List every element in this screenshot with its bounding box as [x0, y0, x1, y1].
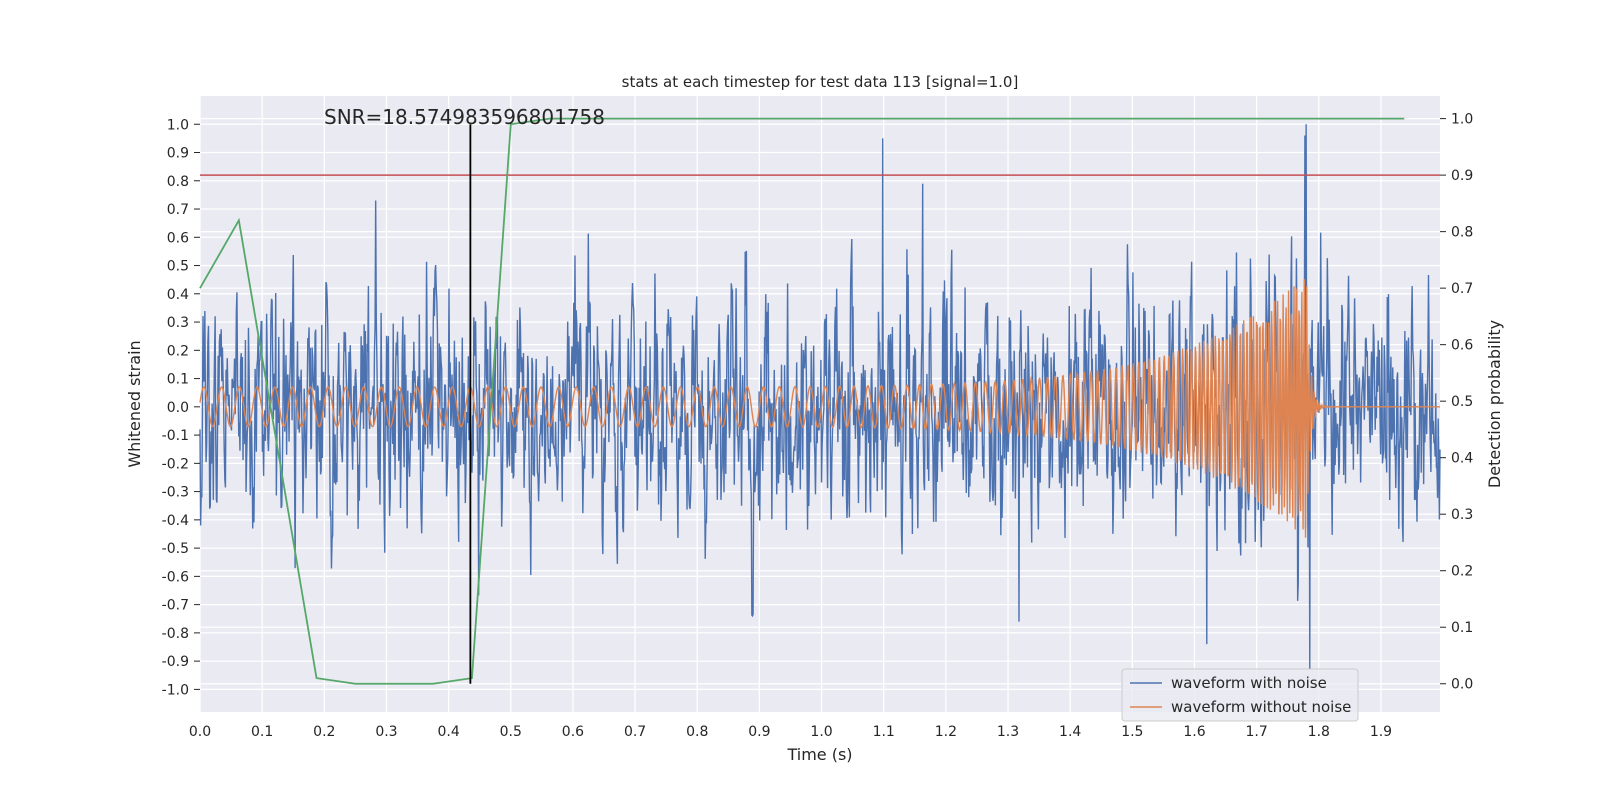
series-layer: [199, 124, 1441, 670]
x-tick-label: 0.3: [375, 724, 397, 740]
x-axis-label: Time (s): [786, 745, 852, 764]
x-tick-label: 1.4: [1059, 724, 1081, 740]
y2-tick-label: 0.5: [1451, 394, 1473, 410]
x-tick-label: 0.6: [562, 724, 584, 740]
y-tick-label: 0.1: [167, 372, 189, 388]
snr-annotation: SNR=18.574983596801758: [324, 105, 605, 129]
y-tick-label: -0.2: [162, 456, 189, 472]
y-tick-label: -0.6: [162, 569, 189, 585]
y-tick-label: -0.1: [162, 428, 189, 444]
x-tick-label: 1.2: [935, 724, 957, 740]
y-axis-label: Whitened strain: [125, 340, 144, 467]
x-tick-label: 0.5: [500, 724, 522, 740]
y2-tick-label: 0.8: [1451, 225, 1473, 241]
y-tick-label: -0.8: [162, 626, 189, 642]
series-waveform-without-noise: [199, 279, 1440, 538]
y2-tick-label: 0.0: [1451, 677, 1473, 693]
y2-tick-label: 0.6: [1451, 338, 1473, 354]
y-tick-label: -0.5: [162, 541, 189, 557]
x-tick-label: 1.7: [1246, 724, 1268, 740]
y-tick-label: 0.0: [167, 400, 189, 416]
y-tick-label: -0.7: [162, 598, 189, 614]
legend: waveform with noise waveform without noi…: [1121, 668, 1359, 722]
y-tick-label: 0.9: [167, 146, 189, 162]
y2-tick-label: 0.2: [1451, 564, 1473, 580]
x-tick-label: 0.0: [189, 724, 211, 740]
y-tick-label: 1.0: [167, 117, 189, 133]
y-tick-label: 0.8: [167, 174, 189, 190]
x-tick-label: 1.8: [1308, 724, 1330, 740]
legend-label-clean: waveform without noise: [1171, 698, 1351, 716]
y-tick-label: -0.4: [162, 513, 189, 529]
y2-tick-label: 1.0: [1451, 112, 1473, 128]
y2-axis-label: Detection probability: [1485, 320, 1504, 488]
chart-title: stats at each timestep for test data 113…: [622, 73, 1019, 91]
x-tick-label: 0.1: [251, 724, 273, 740]
y-tick-label: 0.2: [167, 343, 189, 359]
y2-tick-label: 0.1: [1451, 620, 1473, 636]
y-tick-label: -0.9: [162, 654, 189, 670]
y-tick-label: 0.3: [167, 315, 189, 331]
x-tick-label: 0.8: [686, 724, 708, 740]
x-tick-label: 1.9: [1370, 724, 1392, 740]
x-tick-label: 0.7: [624, 724, 646, 740]
x-tick-label: 1.0: [810, 724, 832, 740]
legend-box: [1121, 668, 1359, 722]
x-tick-label: 0.9: [748, 724, 770, 740]
y-tick-label: 0.6: [167, 230, 189, 246]
x-tick-label: 1.1: [873, 724, 895, 740]
x-tick-label: 0.2: [313, 724, 335, 740]
x-tick-label: 1.5: [1121, 724, 1143, 740]
y2-tick-label: 0.3: [1451, 507, 1473, 523]
x-tick-label: 0.4: [437, 724, 459, 740]
series-detection-probability: [199, 117, 1405, 685]
y-tick-label: 0.4: [167, 287, 189, 303]
y2-tick-label: 0.7: [1451, 281, 1473, 297]
overlay-layer: [199, 117, 1440, 685]
legend-label-noise: waveform with noise: [1171, 674, 1327, 692]
y2-tick-label: 0.4: [1451, 451, 1473, 467]
x-tick-label: 1.6: [1183, 724, 1205, 740]
y-tick-label: 0.5: [167, 259, 189, 275]
axis-layer: 0.0 0.1 0.2 0.3 0.4 0.5 0.6 0.7 0.8 0.9 1.0 1.1 1.2 1…: [162, 112, 1474, 740]
y2-tick-label: 0.9: [1451, 168, 1473, 184]
y-tick-label: 0.7: [167, 202, 189, 218]
y-tick-label: -0.3: [162, 485, 189, 501]
y-tick-label: -1.0: [162, 682, 189, 698]
x-tick-label: 1.3: [997, 724, 1019, 740]
